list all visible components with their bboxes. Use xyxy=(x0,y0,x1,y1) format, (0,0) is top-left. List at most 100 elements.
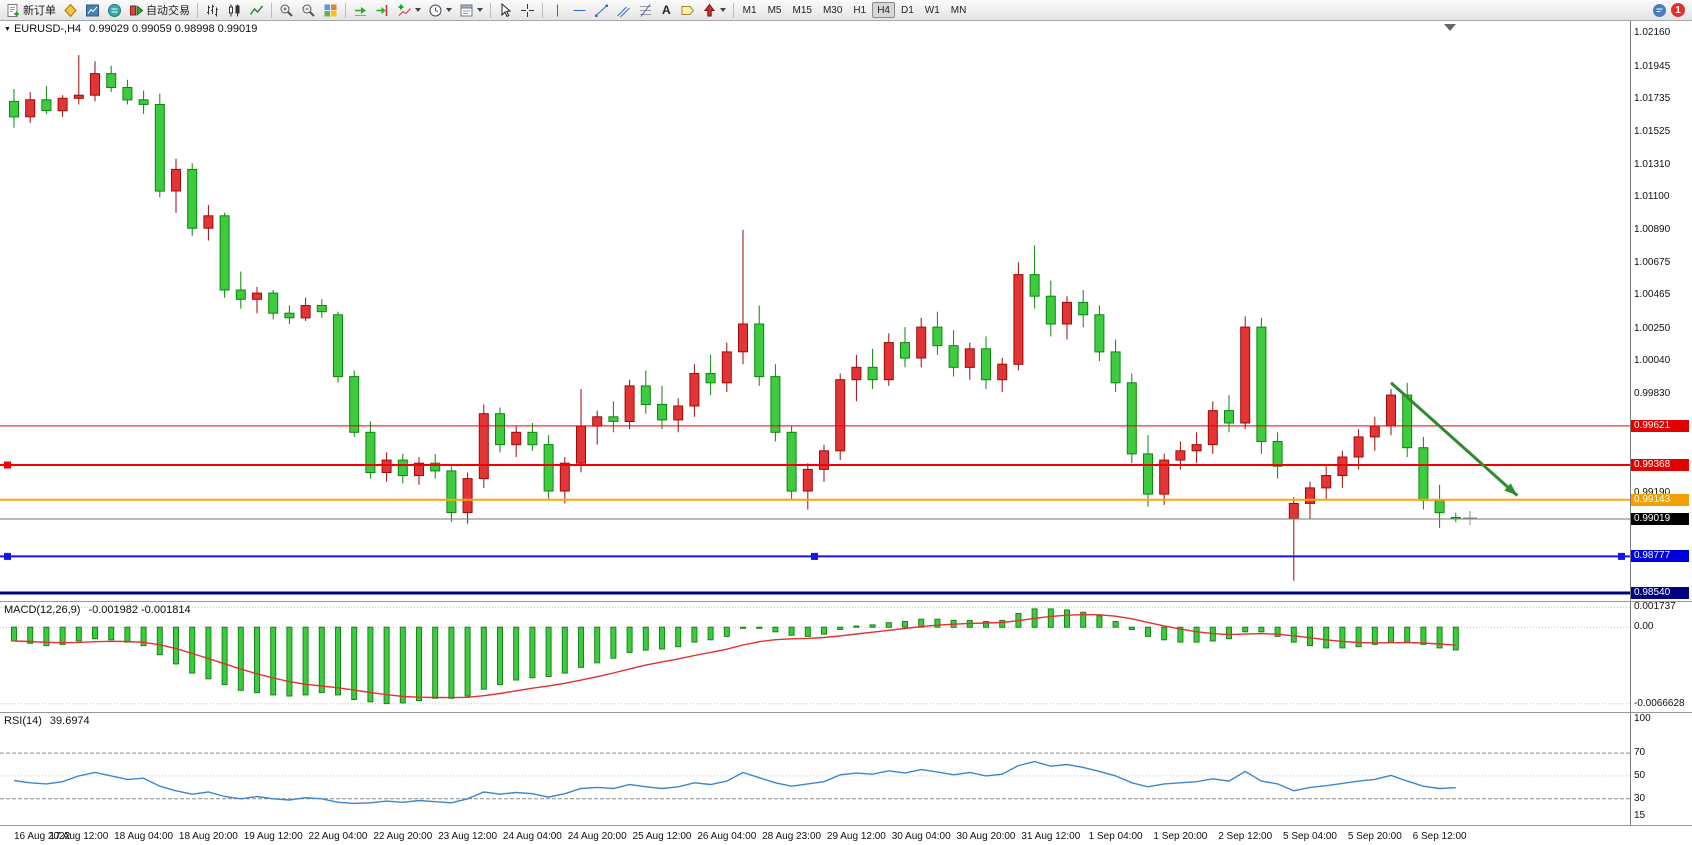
price-tick: 1.00040 xyxy=(1634,355,1671,367)
time-label: 23 Aug 12:00 xyxy=(438,831,498,842)
indicators-button[interactable] xyxy=(394,1,424,19)
candlestick-chart-button[interactable] xyxy=(224,1,245,19)
templates-button[interactable] xyxy=(456,1,486,19)
fibonacci-button[interactable] xyxy=(635,1,656,19)
time-label: 28 Aug 23:00 xyxy=(762,831,822,842)
community-icon[interactable] xyxy=(1652,3,1667,18)
price-tick: 1.01310 xyxy=(1634,158,1671,170)
rsi-title: RSI(14) xyxy=(4,715,42,727)
chart-shift-marker[interactable] xyxy=(1444,24,1456,31)
equidistant-channel-button[interactable] xyxy=(613,1,634,19)
time-label: 31 Aug 12:00 xyxy=(1021,831,1081,842)
tf-m15-button[interactable]: M15 xyxy=(787,2,816,18)
metaeditor-icon xyxy=(63,3,78,18)
autotrading-label: 自动交易 xyxy=(146,5,190,17)
price-line-label: 0.98540 xyxy=(1631,587,1689,600)
tf-m1-button[interactable]: M1 xyxy=(738,2,762,18)
line-handle[interactable] xyxy=(4,552,11,560)
price-tick: 1.00465 xyxy=(1634,289,1671,301)
tile-windows-icon xyxy=(323,3,338,18)
rsi-level-label: 30 xyxy=(1634,792,1646,804)
tf-mn-button[interactable]: MN xyxy=(946,2,972,18)
tf-m30-button[interactable]: M30 xyxy=(818,2,847,18)
chart-context-arrow[interactable]: ▼ xyxy=(4,26,11,33)
tf-h4-button[interactable]: H4 xyxy=(872,2,895,18)
toolbar-separator xyxy=(490,2,491,18)
price-tick: 1.01945 xyxy=(1634,60,1671,72)
chart-shift-button[interactable] xyxy=(372,1,393,19)
zoom-in-button[interactable] xyxy=(276,1,297,19)
macd-plot[interactable] xyxy=(0,602,1630,711)
time-label: 16 Aug 2022 xyxy=(14,831,71,842)
arrows-icon xyxy=(702,3,717,18)
fibonacci-icon xyxy=(638,3,653,18)
text-label-icon xyxy=(680,3,695,18)
price-tick: 1.00890 xyxy=(1634,223,1671,235)
time-axis[interactable]: 16 Aug 2022 17 Aug 12:00 18 Aug 04:00 18 Au… xyxy=(0,826,1692,845)
bar-chart-icon xyxy=(205,3,220,18)
tf-d1-button[interactable]: D1 xyxy=(896,2,919,18)
time-label: 5 Sep 20:00 xyxy=(1347,831,1402,842)
time-label: 17 Aug 12:00 xyxy=(49,831,109,842)
data-window-button[interactable] xyxy=(104,1,125,19)
rsi-level-label: 100 xyxy=(1634,713,1651,724)
time-label: 2 Sep 12:00 xyxy=(1218,831,1273,842)
cursor-button[interactable] xyxy=(495,1,516,19)
text-tool-button[interactable]: A xyxy=(657,1,676,19)
tf-m5-button[interactable]: M5 xyxy=(763,2,787,18)
rsi-axis[interactable]: 100 70 50 30 15 xyxy=(1630,713,1692,825)
line-handle[interactable] xyxy=(4,461,11,469)
line-handle[interactable] xyxy=(811,552,818,560)
vertical-line-button[interactable] xyxy=(547,1,568,19)
tf-w1-button[interactable]: W1 xyxy=(920,2,945,18)
candlestick-chart-icon xyxy=(227,3,242,18)
zoom-out-button[interactable] xyxy=(298,1,319,19)
rsi-value: 39.6974 xyxy=(49,715,90,727)
trendline-icon xyxy=(594,3,609,18)
macd-axis[interactable]: 0.001737 0.00 -0.0066628 xyxy=(1630,602,1692,712)
chevron-down-icon xyxy=(446,8,452,12)
templates-icon xyxy=(459,3,474,18)
trend-arrow[interactable] xyxy=(1390,381,1519,497)
periods-button[interactable] xyxy=(425,1,455,19)
price-line-label: 0.99368 xyxy=(1631,459,1689,472)
time-label: 30 Aug 20:00 xyxy=(956,831,1016,842)
equidistant-channel-icon xyxy=(616,3,631,18)
time-label: 30 Aug 04:00 xyxy=(891,831,951,842)
price-axis[interactable]: 1.02160 1.01945 1.01735 1.01525 1.01310 1.011… xyxy=(1630,21,1692,601)
price-line-label: 0.98777 xyxy=(1631,550,1689,563)
chart-header: ▼ EURUSD-,H4 0.99029 0.99059 0.98998 0.990… xyxy=(4,23,257,35)
crosshair-button[interactable] xyxy=(517,1,538,19)
notification-badge[interactable]: 1 xyxy=(1671,3,1685,17)
macd-level-label: -0.0066628 xyxy=(1634,697,1685,709)
time-label: 5 Sep 04:00 xyxy=(1283,831,1337,842)
horizontal-line-button[interactable] xyxy=(569,1,590,19)
vertical-line-icon xyxy=(550,3,565,18)
arrows-button[interactable] xyxy=(699,1,729,19)
chart-shift-icon xyxy=(375,3,390,18)
market-watch-icon xyxy=(85,3,100,18)
trendline-button[interactable] xyxy=(591,1,612,19)
tile-windows-button[interactable] xyxy=(320,1,341,19)
bar-chart-button[interactable] xyxy=(202,1,223,19)
tf-h1-button[interactable]: H1 xyxy=(848,2,871,18)
toolbar-separator xyxy=(732,2,734,18)
market-watch-button[interactable] xyxy=(82,1,103,19)
text-icon: A xyxy=(662,3,671,17)
auto-scroll-button[interactable] xyxy=(350,1,371,19)
price-tick: 1.02160 xyxy=(1634,27,1671,39)
macd-histogram xyxy=(11,608,1459,705)
main-chart-plot[interactable] xyxy=(0,21,1630,600)
autotrading-button[interactable]: 自动交易 xyxy=(126,1,193,19)
time-label: 24 Aug 20:00 xyxy=(567,831,627,842)
rsi-plot[interactable] xyxy=(0,713,1630,824)
metaeditor-button[interactable] xyxy=(60,1,81,19)
new-order-button[interactable]: 新订单 xyxy=(3,1,59,19)
macd-panel: MACD(12,26,9) -0.001982 -0.001814 0.00173… xyxy=(0,602,1692,713)
time-label: 19 Aug 12:00 xyxy=(243,831,303,842)
line-handle[interactable] xyxy=(1618,552,1625,560)
toolbar: 新订单 自动交易 A M1 M xyxy=(0,0,1692,21)
text-label-button[interactable] xyxy=(677,1,698,19)
line-chart-button[interactable] xyxy=(246,1,267,19)
